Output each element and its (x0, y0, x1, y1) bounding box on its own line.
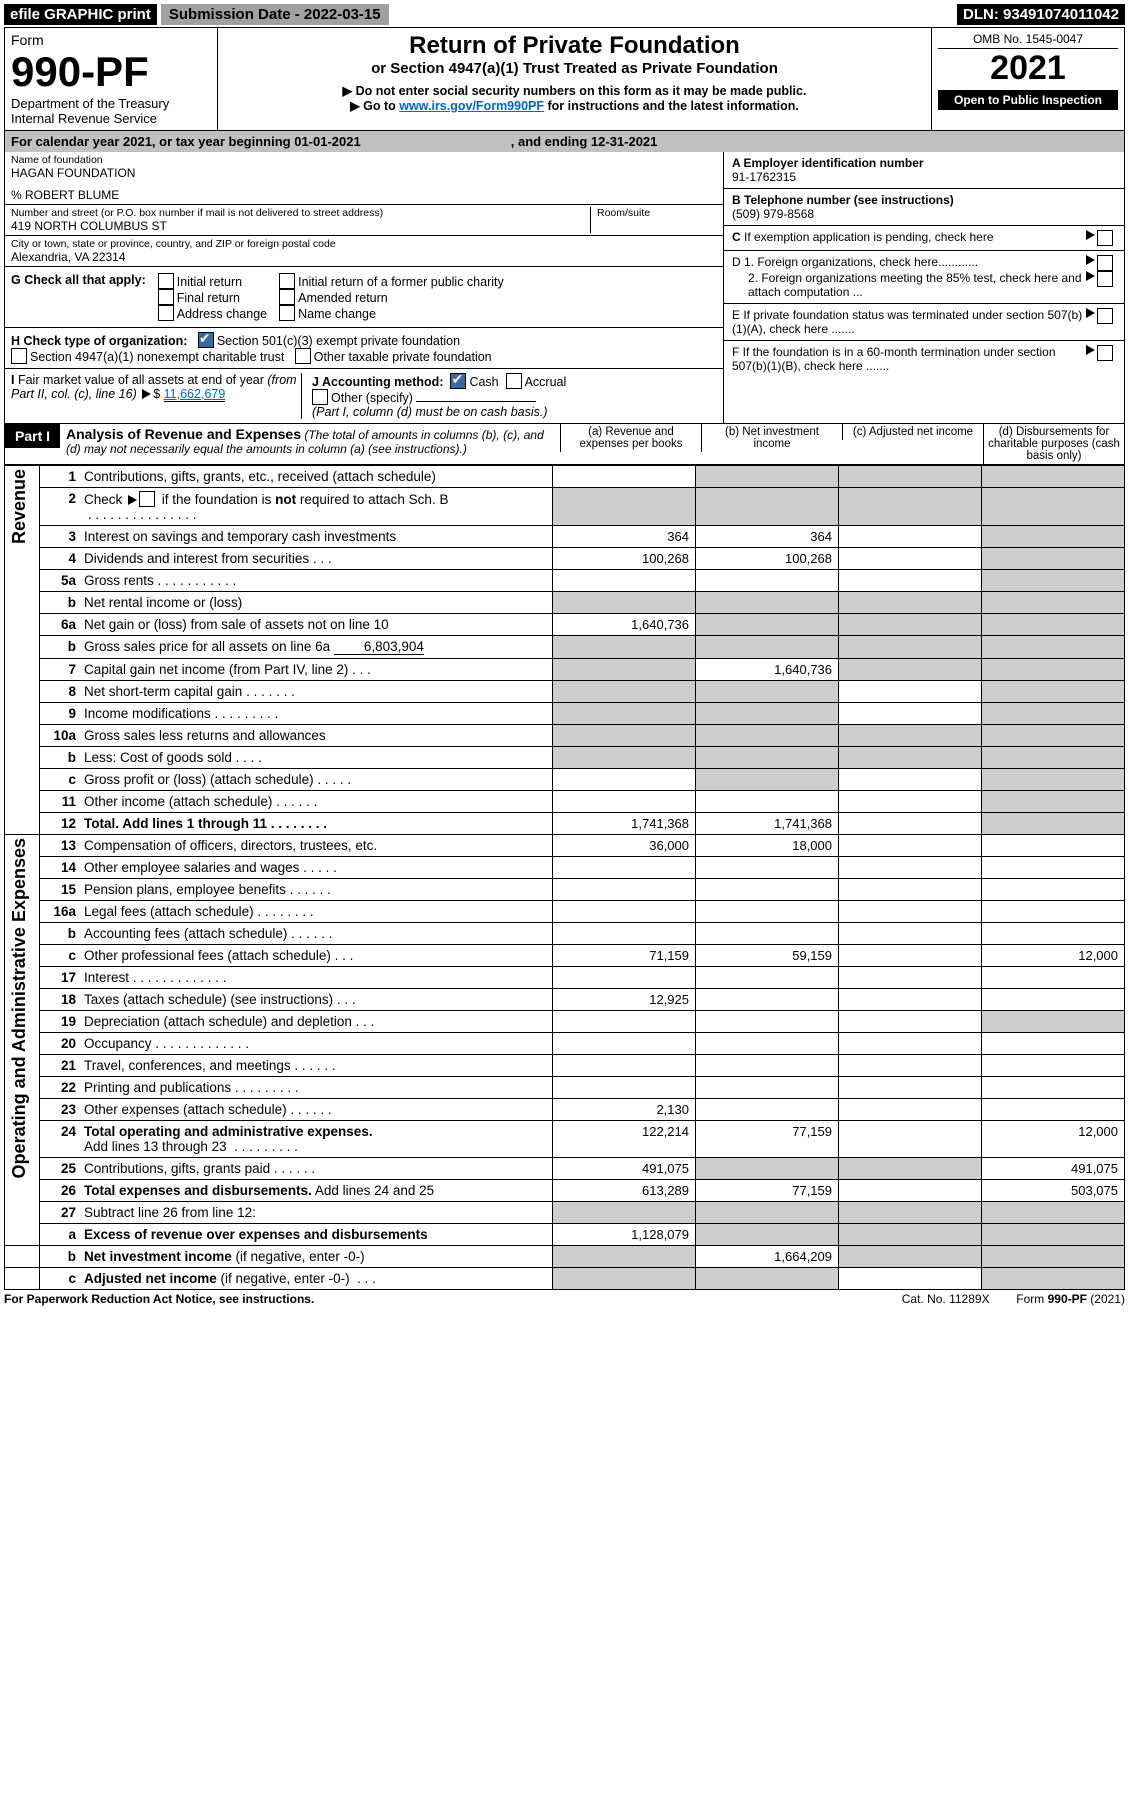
d2-text: 2. Foreign organizations meeting the 85%… (732, 271, 1084, 299)
addr-label: Number and street (or P.O. box number if… (11, 207, 590, 219)
check-c[interactable] (1097, 230, 1113, 246)
lbl-501c3: Section 501(c)(3) exempt private foundat… (217, 334, 460, 348)
lbl-other-tax: Other taxable private foundation (314, 350, 492, 364)
calyear-a: For calendar year 2021, or tax year begi… (11, 134, 361, 149)
arrow-icon (1086, 271, 1095, 281)
h-label: H Check type of organization: (11, 334, 187, 348)
lbl-other-acct: Other (specify) (331, 391, 413, 405)
lbl-4947: Section 4947(a)(1) nonexempt charitable … (30, 350, 284, 364)
ein: 91-1762315 (732, 170, 796, 184)
foundation-name: HAGAN FOUNDATION (11, 166, 717, 180)
lbl-initial: Initial return (177, 275, 242, 289)
tax-year: 2021 (938, 49, 1118, 88)
note-2b: for instructions and the latest informat… (544, 99, 799, 113)
note-1: ▶ Do not enter social security numbers o… (228, 83, 921, 98)
open-public: Open to Public Inspection (938, 90, 1118, 110)
lbl-namechg: Name change (298, 307, 376, 321)
check-other-acct[interactable] (312, 389, 328, 405)
footer-mid: Cat. No. 11289X (902, 1292, 990, 1306)
note-2a: ▶ Go to (350, 99, 399, 113)
street-address: 419 NORTH COLUMBUS ST (11, 219, 590, 233)
check-namechg[interactable] (279, 305, 295, 321)
arrow-icon (142, 389, 151, 399)
calyear-b: , and ending 12-31-2021 (511, 134, 658, 149)
col-c-hdr: (c) Adjusted net income (842, 424, 983, 440)
a-label: A Employer identification number (732, 156, 924, 170)
part-i-label: Part I (5, 424, 60, 448)
check-initial-pub[interactable] (279, 273, 295, 289)
lbl-cash: Cash (469, 375, 498, 389)
phone: (509) 979-8568 (732, 207, 814, 221)
lbl-addrchg: Address change (177, 307, 267, 321)
f-text: F If the foundation is in a 60-month ter… (732, 345, 1084, 373)
check-f[interactable] (1097, 345, 1113, 361)
check-addrchg[interactable] (158, 305, 174, 321)
revenue-side-label: Revenue (9, 469, 30, 544)
check-accrual[interactable] (506, 373, 522, 389)
c-text: C If exemption application is pending, c… (732, 230, 1084, 246)
e-text: E If private foundation status was termi… (732, 308, 1084, 336)
name-label: Name of foundation (11, 154, 717, 166)
dept-2: Internal Revenue Service (11, 111, 211, 126)
form-number: 990-PF (11, 48, 211, 96)
lbl-accrual: Accrual (525, 375, 567, 389)
efile-button[interactable]: efile GRAPHIC print (4, 4, 157, 25)
j-label: J Accounting method: (312, 375, 443, 389)
g-label: G Check all that apply: (11, 273, 146, 287)
check-final[interactable] (158, 289, 174, 305)
instructions-link[interactable]: www.irs.gov/Form990PF (399, 99, 544, 113)
room-label: Room/suite (597, 207, 717, 219)
form-label: Form (11, 32, 211, 48)
dept-1: Department of the Treasury (11, 96, 211, 111)
fmv-link[interactable]: 11,662,679 (164, 387, 226, 402)
part-i-desc: Analysis of Revenue and Expenses (The to… (60, 424, 560, 458)
arrow-icon (1086, 255, 1095, 265)
check-501c3[interactable] (198, 332, 214, 348)
lbl-final: Final return (177, 291, 240, 305)
check-cash[interactable] (450, 373, 466, 389)
lbl-initial-pub: Initial return of a former public charit… (298, 275, 504, 289)
care-of: % ROBERT BLUME (11, 188, 717, 202)
check-d1[interactable] (1097, 255, 1113, 271)
d1-text: D 1. Foreign organizations, check here..… (732, 255, 1084, 271)
dln: DLN: 93491074011042 (957, 4, 1125, 25)
col-d-hdr: (d) Disbursements for charitable purpose… (983, 424, 1124, 464)
lbl-amended: Amended return (298, 291, 388, 305)
i-label: I Fair market value of all assets at end… (11, 373, 297, 401)
check-4947[interactable] (11, 348, 27, 364)
part-i-table: Revenue 1Contributions, gifts, grants, e… (4, 465, 1125, 1290)
omb: OMB No. 1545-0047 (938, 32, 1118, 49)
form-subtitle: or Section 4947(a)(1) Trust Treated as P… (228, 60, 921, 77)
check-other-tax[interactable] (295, 348, 311, 364)
expenses-side-label: Operating and Administrative Expenses (9, 838, 30, 1178)
footer-left: For Paperwork Reduction Act Notice, see … (4, 1292, 314, 1306)
check-amended[interactable] (279, 289, 295, 305)
form-title: Return of Private Foundation (228, 32, 921, 60)
arrow-icon (1086, 308, 1095, 318)
city-addr: Alexandria, VA 22314 (11, 250, 717, 264)
col-a-hdr: (a) Revenue and expenses per books (560, 424, 701, 452)
check-d2[interactable] (1097, 271, 1113, 287)
submission-date: Submission Date - 2022-03-15 (161, 4, 389, 25)
arrow-icon (1086, 230, 1095, 240)
b-label: B Telephone number (see instructions) (732, 193, 954, 207)
check-e[interactable] (1097, 308, 1113, 324)
arrow-icon (1086, 345, 1095, 355)
j-note: (Part I, column (d) must be on cash basi… (312, 405, 548, 419)
city-label: City or town, state or province, country… (11, 238, 717, 250)
check-initial[interactable] (158, 273, 174, 289)
col-b-hdr: (b) Net investment income (701, 424, 842, 452)
